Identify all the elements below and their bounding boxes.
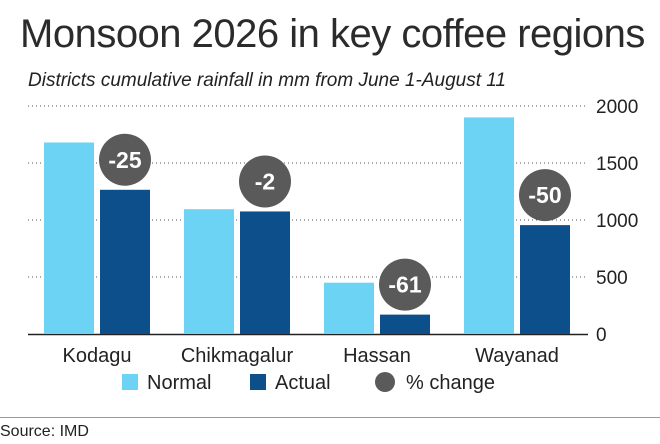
category-label: Hassan [343,345,411,367]
chart-subtitle: Districts cumulative rainfall in mm from… [28,70,506,91]
legend-swatch-actual [250,374,266,390]
bar-normal [464,117,514,335]
chart-plot: 0 500 1000 1500 2000 -25 Kodagu -2 Chikmagalur -6… [28,97,638,394]
bar-actual [100,189,150,334]
change-label: -25 [108,147,141,173]
bar-normal [44,142,94,334]
category-label: Chikmagalur [181,345,294,367]
bar-normal [184,209,234,334]
legend-label-change: % change [406,372,495,394]
bar-actual [380,314,430,334]
change-label: -50 [528,182,561,208]
bar-actual [520,225,570,334]
y-tick-label: 2000 [596,97,638,118]
bar-actual [240,211,290,334]
change-bubble [519,169,571,222]
change-bubble [99,133,151,186]
legend-label-normal: Normal [147,372,211,394]
legend-swatch-normal [122,374,138,390]
legend-swatch-change [375,372,395,392]
bar-normal [324,282,374,334]
change-label: -2 [255,168,275,194]
source-note: Source: IMD [0,423,89,440]
legend-label-actual: Actual [275,372,331,394]
category-label: Kodagu [63,345,132,367]
y-tick-label: 1500 [596,154,638,175]
change-bubble [239,155,291,208]
chart-title: Monsoon 2026 in key coffee regions [20,12,645,56]
category-label: Wayanad [475,345,559,367]
change-bubble [379,258,431,311]
change-label: -61 [388,272,421,298]
y-tick-label: 1000 [596,211,638,232]
y-tick-label: 500 [596,268,628,289]
source-divider [0,417,660,418]
y-tick-label: 0 [596,325,607,346]
